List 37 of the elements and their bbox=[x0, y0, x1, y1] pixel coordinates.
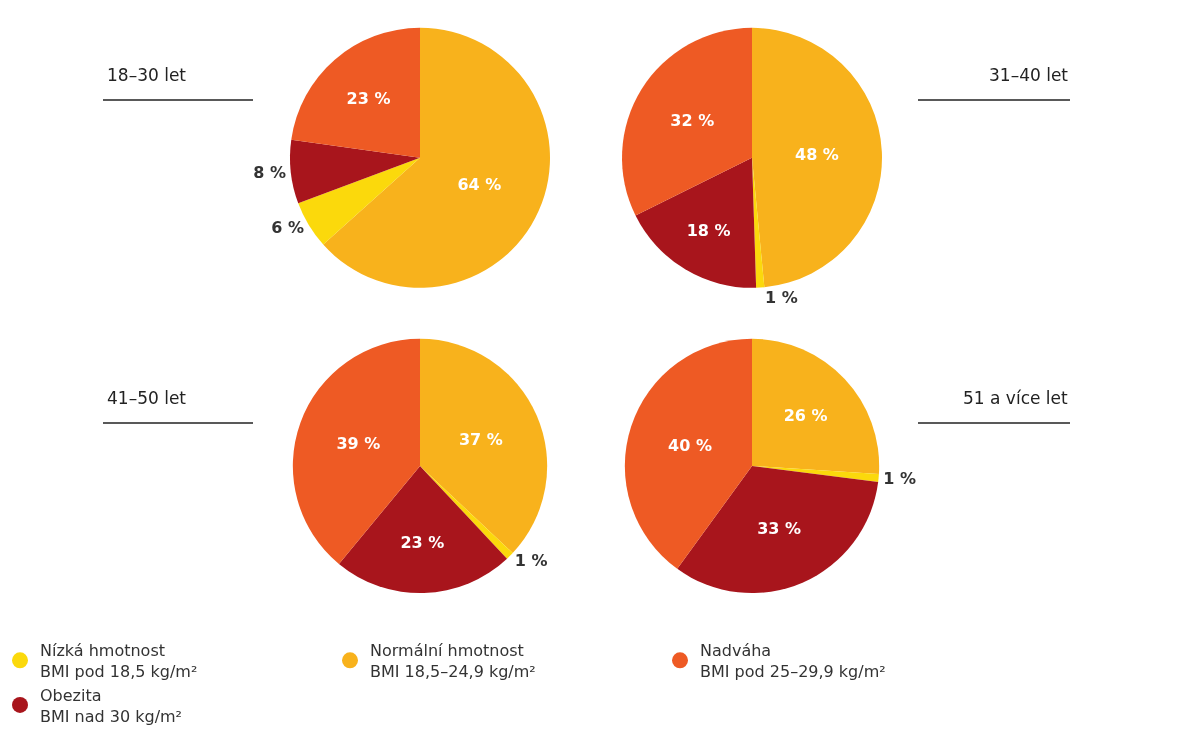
pie-slice bbox=[291, 27, 420, 158]
data-label: 1 % bbox=[765, 287, 798, 307]
data-label: 1 % bbox=[883, 468, 917, 488]
pie-slice bbox=[290, 139, 420, 204]
pie-slice bbox=[625, 338, 752, 569]
data-label: 48 % bbox=[795, 145, 839, 165]
pie-slice bbox=[420, 338, 548, 554]
pie-slice bbox=[635, 157, 757, 288]
data-label: 1 % bbox=[514, 551, 548, 571]
legend-label: Nadváha BMI pod 25–29,9 kg/m² bbox=[700, 641, 886, 681]
legend-label: Obezita BMI nad 30 kg/m² bbox=[40, 685, 183, 726]
pie-slice bbox=[338, 465, 508, 594]
legend-label: Normální hmotnost BMI 18,5–24,9 kg/m² bbox=[370, 641, 536, 681]
data-label: 23 % bbox=[346, 89, 391, 109]
data-label: 18 % bbox=[686, 220, 731, 240]
data-label: 32 % bbox=[670, 111, 715, 131]
data-label: 64 % bbox=[457, 174, 502, 194]
data-label: 8 % bbox=[253, 162, 287, 182]
data-label: 26 % bbox=[783, 406, 828, 426]
data-label: 33 % bbox=[757, 519, 802, 539]
pie-slice bbox=[622, 27, 752, 216]
data-label: 40 % bbox=[668, 436, 712, 456]
data-label: 37 % bbox=[458, 430, 503, 450]
data-label: 39 % bbox=[336, 434, 381, 454]
pie-slice bbox=[323, 27, 550, 288]
legend-label: Nízká hmotnost BMI pod 18,5 kg/m² bbox=[40, 641, 198, 681]
text: 41–50 let bbox=[107, 388, 187, 408]
text: 31–40 let bbox=[989, 65, 1069, 85]
pie-slice bbox=[752, 27, 882, 288]
text: 18–30 let bbox=[107, 65, 187, 85]
pie-slice bbox=[677, 465, 879, 594]
pie-slice bbox=[752, 338, 879, 474]
pie-slice bbox=[292, 338, 420, 564]
pie-slice bbox=[420, 465, 513, 559]
data-label: 23 % bbox=[400, 532, 445, 552]
text: 51 a více let bbox=[963, 388, 1069, 408]
data-label: 6 % bbox=[271, 218, 305, 238]
